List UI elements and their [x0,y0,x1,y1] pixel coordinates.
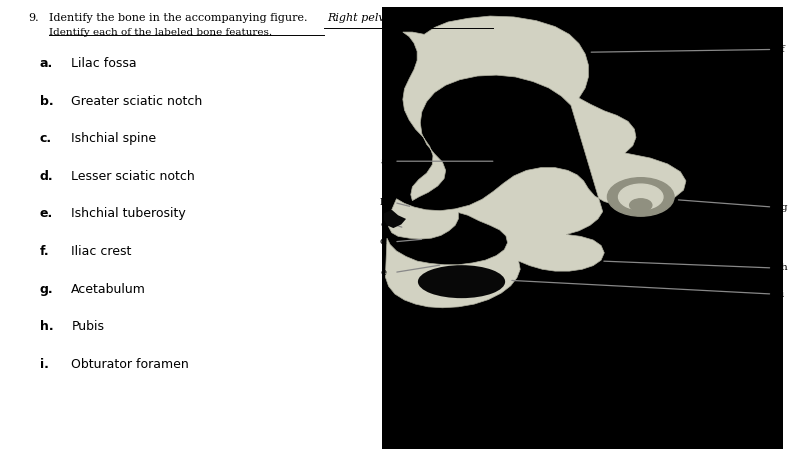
Text: Lesser sciatic notch: Lesser sciatic notch [71,170,195,183]
Text: i: i [780,289,783,299]
Text: Ishchial spine: Ishchial spine [71,132,156,145]
Ellipse shape [418,265,505,298]
Text: Identify the bone in the accompanying figure.: Identify the bone in the accompanying fi… [49,13,308,23]
Text: e: e [380,268,386,277]
Text: Lilac fossa: Lilac fossa [71,57,137,70]
Text: a.: a. [40,57,53,70]
Circle shape [607,178,674,216]
Text: Greater sciatic notch: Greater sciatic notch [71,95,203,108]
Text: Acetabulum: Acetabulum [71,283,146,295]
Text: g.: g. [40,283,53,295]
Text: h: h [780,263,787,273]
Text: b: b [379,198,386,207]
Text: c: c [381,220,386,229]
Text: Right pelvic bone: Right pelvic bone [328,13,426,23]
Text: Iliac crest: Iliac crest [71,245,132,258]
Text: Identify each of the labeled bone features.: Identify each of the labeled bone featur… [49,28,272,38]
Text: f.: f. [40,245,49,258]
Text: g: g [780,202,787,212]
Text: Ishchial tuberosity: Ishchial tuberosity [71,207,186,220]
Text: i.: i. [40,358,48,371]
Circle shape [630,199,652,212]
Text: c.: c. [40,132,52,145]
Text: d.: d. [40,170,53,183]
Text: f: f [780,45,784,54]
Polygon shape [385,16,686,308]
Text: 9.: 9. [28,13,38,23]
Polygon shape [384,210,406,228]
Text: Pubis: Pubis [71,320,105,333]
FancyBboxPatch shape [382,7,783,449]
Text: b.: b. [40,95,53,108]
Text: a: a [380,157,386,166]
Text: Obturator foramen: Obturator foramen [71,358,189,371]
Text: h.: h. [40,320,53,333]
Text: d: d [380,237,386,246]
Text: e.: e. [40,207,53,220]
Circle shape [619,184,663,210]
